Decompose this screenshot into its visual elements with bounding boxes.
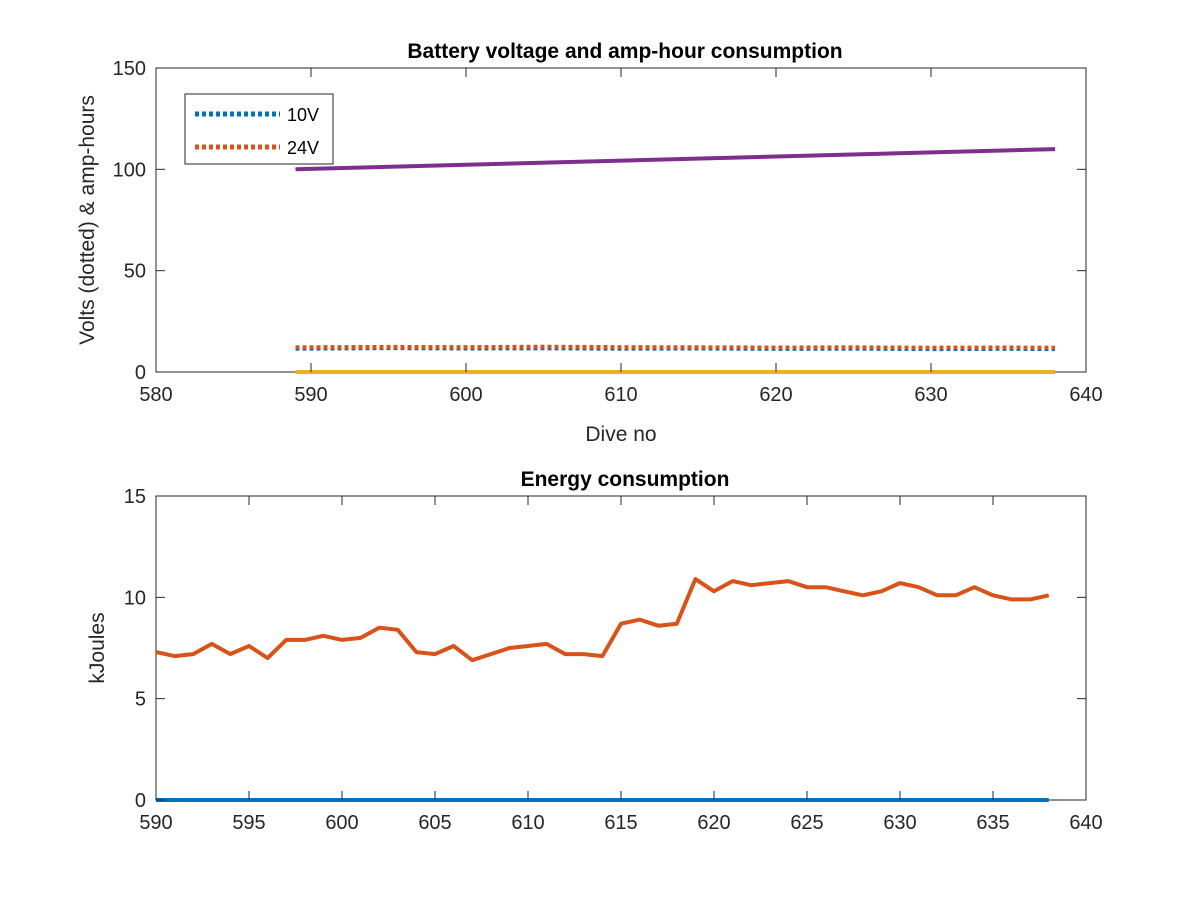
- series-line-1: [155, 577, 1050, 663]
- legend-box: [184, 93, 334, 165]
- x-tick-label: 620: [697, 812, 730, 834]
- x-tick-label: 580: [139, 384, 172, 406]
- series-line-2: [295, 147, 1056, 172]
- chart-title: Battery voltage and amp-hour consumption: [407, 40, 842, 63]
- x-tick-label: 620: [759, 384, 792, 406]
- chart-title: Energy consumption: [521, 468, 730, 491]
- x-tick-label: 610: [511, 812, 544, 834]
- x-tick-label: 595: [232, 812, 265, 834]
- y-tick-label: 5: [135, 689, 146, 711]
- voltage-amp-hour-chart: Battery voltage and amp-hour consumption…: [76, 40, 1103, 446]
- y-tick-label: 10: [124, 587, 146, 609]
- x-tick-label: 590: [294, 384, 327, 406]
- x-tick-label: 600: [325, 812, 358, 834]
- x-tick-label: 615: [604, 812, 637, 834]
- x-tick-label: 630: [883, 812, 916, 834]
- axes-box: [155, 495, 1087, 801]
- y-tick-label: 100: [113, 159, 146, 181]
- x-tick-label: 590: [139, 812, 172, 834]
- series-line-24v: [295, 344, 1056, 350]
- y-tick-label: 50: [124, 261, 146, 283]
- x-tick-label: 640: [1069, 812, 1102, 834]
- energy-consumption-chart: Energy consumption kJoules 590 595 600 605 6…: [86, 468, 1103, 834]
- x-tick-label: 605: [418, 812, 451, 834]
- y-tick-label: 15: [124, 486, 146, 508]
- y-tick-label: 0: [135, 362, 146, 384]
- legend: 10V 24V: [184, 93, 334, 165]
- x-tick-label: 625: [790, 812, 823, 834]
- x-axis-label: Dive no: [585, 423, 656, 446]
- x-tick-label: 630: [914, 384, 947, 406]
- x-tick-label: 635: [976, 812, 1009, 834]
- x-tick-label: 600: [449, 384, 482, 406]
- legend-label-24v: 24V: [287, 138, 319, 158]
- y-tick-label: 150: [113, 58, 146, 80]
- x-tick-label: 610: [604, 384, 637, 406]
- y-tick-label: 0: [135, 790, 146, 812]
- legend-label-10v: 10V: [287, 105, 319, 125]
- plot-area: 590 595 600 605 610 615 620 625 630 635 640 0 5 10 15: [124, 486, 1103, 834]
- x-tick-label: 640: [1069, 384, 1102, 406]
- y-axis-label: Volts (dotted) & amp-hours: [76, 95, 99, 345]
- y-axis-label: kJoules: [86, 612, 109, 683]
